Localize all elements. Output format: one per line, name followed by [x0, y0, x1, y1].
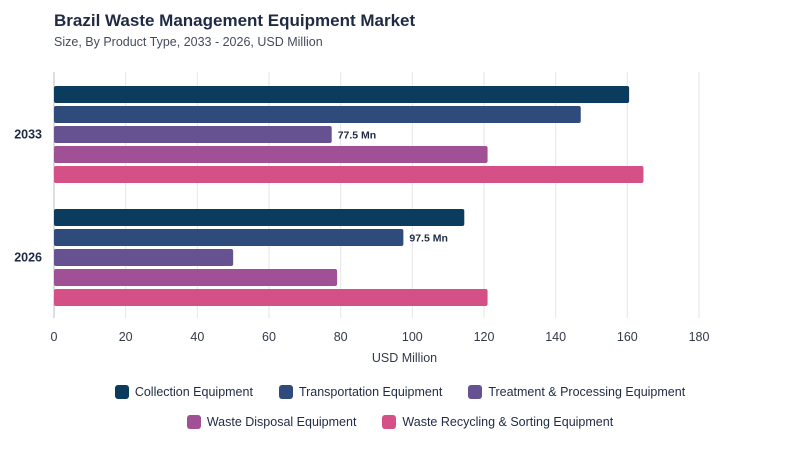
bar-2033-collection-equipment — [54, 86, 630, 103]
legend-swatch — [278, 385, 293, 399]
x-tick-label: 60 — [262, 330, 276, 344]
bar-chart: 0 20 40 60 80 100 120 140 160 180 USD Million 2033 7… — [14, 72, 710, 365]
bar-2026-treatment-processing-equipment — [54, 249, 234, 266]
data-label: 97.5 Mn — [409, 233, 448, 245]
legend-item: Waste Recycling & Sorting Equipment — [382, 415, 613, 429]
bar-2033-transportation-equipment — [54, 106, 581, 123]
legend-swatch — [186, 415, 201, 429]
legend-item: Transportation Equipment — [278, 385, 443, 399]
legend-item: Waste Disposal Equipment — [186, 415, 357, 429]
x-tick-label: 80 — [334, 330, 348, 344]
legend-swatch — [468, 385, 483, 399]
legend-label: Collection Equipment — [134, 385, 253, 399]
bar-2033-waste-disposal-equipment — [54, 146, 488, 163]
bar-2026-collection-equipment — [54, 209, 465, 226]
x-axis-title: USD Million — [372, 351, 437, 365]
category-label-2026: 2026 — [14, 251, 42, 265]
legend-item: Treatment & Processing Equipment — [468, 385, 685, 399]
x-tick-label: 0 — [51, 330, 58, 344]
legend-row-2: Waste Disposal Equipment Waste Recycling … — [0, 415, 800, 429]
bar-2026-waste-recycling-sorting-equipment — [54, 289, 488, 306]
x-tick-label: 120 — [474, 330, 495, 344]
legend-label: Waste Recycling & Sorting Equipment — [402, 415, 614, 429]
bar-2033-treatment-processing-equipment — [54, 126, 332, 143]
bar-2033-waste-recycling-sorting-equipment — [54, 166, 644, 183]
bar-2026-transportation-equipment — [54, 229, 404, 246]
legend-label: Treatment & Processing Equipment — [488, 385, 686, 399]
chart-subtitle: Size, By Product Type, 2033 - 2026, USD … — [54, 35, 323, 49]
chart-title: Brazil Waste Management Equipment Market — [54, 11, 416, 30]
x-tick-label: 100 — [402, 330, 423, 344]
legend-row-1: Collection Equipment Transportation Equip… — [0, 385, 800, 399]
legend-swatch — [114, 385, 129, 399]
legend-label: Waste Disposal Equipment — [206, 415, 357, 429]
bar-2026-waste-disposal-equipment — [54, 269, 338, 286]
x-tick-label: 40 — [190, 330, 204, 344]
legend-swatch — [382, 415, 397, 429]
x-tick-label: 20 — [119, 330, 133, 344]
category-label-2033: 2033 — [14, 128, 42, 142]
x-tick-label: 140 — [545, 330, 566, 344]
legend-label: Transportation Equipment — [298, 385, 443, 399]
x-tick-label: 160 — [617, 330, 638, 344]
x-tick-label: 180 — [689, 330, 710, 344]
data-label: 77.5 Mn — [338, 130, 377, 142]
legend-item: Collection Equipment — [114, 385, 253, 399]
